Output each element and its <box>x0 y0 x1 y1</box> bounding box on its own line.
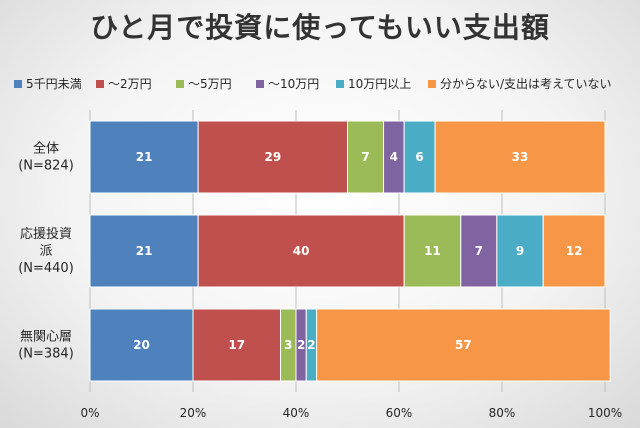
legend-label: ～10万円 <box>268 77 320 91</box>
x-axis-ticks: 0% 20% 40% 60% 80% 100% <box>80 406 622 420</box>
data-label: 2 <box>297 338 305 352</box>
x-tick-label: 40% <box>283 406 310 420</box>
data-label: 40 <box>293 244 310 258</box>
data-label: 4 <box>390 150 398 164</box>
bars <box>89 120 611 382</box>
data-label: 2 <box>307 338 315 352</box>
data-label: 21 <box>136 244 153 258</box>
bar-segment <box>197 214 405 288</box>
bar-segment <box>316 308 611 382</box>
data-label: 12 <box>566 244 583 258</box>
data-label: 7 <box>361 150 369 164</box>
category-labels: 全体(N=824) 応援投資派(N=440) 無関心層(N=384) <box>18 141 74 362</box>
bar-segment <box>460 214 498 288</box>
bar-segment <box>89 308 194 382</box>
data-label: 9 <box>516 244 524 258</box>
category-label: 応援投資派(N=440) <box>18 226 74 276</box>
legend-label: 10万円以上 <box>348 77 412 91</box>
data-label: 33 <box>512 150 529 164</box>
data-label: 3 <box>284 338 292 352</box>
x-tick-label: 60% <box>386 406 413 420</box>
legend-swatch <box>336 79 344 88</box>
legend-swatch <box>176 79 184 88</box>
bar-segment <box>434 120 606 194</box>
bar-segment <box>542 214 606 288</box>
category-label: 全体(N=824) <box>18 141 74 174</box>
data-label: 21 <box>136 150 153 164</box>
legend-item: ～10万円 <box>256 76 319 92</box>
legend-label: ～2万円 <box>108 77 152 91</box>
legend-label: ～5万円 <box>188 77 232 91</box>
data-label: 11 <box>424 244 441 258</box>
data-label: 7 <box>475 244 483 258</box>
legend-item: 10万円以上 <box>336 76 411 92</box>
bar-segment <box>347 120 385 194</box>
data-label: 6 <box>415 150 423 164</box>
legend-item: 5千円未満 <box>14 76 82 92</box>
legend-item: ～5万円 <box>176 76 232 92</box>
legend-item: 分からない/支出は考えていない <box>428 76 611 92</box>
legend-swatch <box>428 79 436 88</box>
legend-item: ～2万円 <box>96 76 152 92</box>
bar-segment <box>192 308 282 382</box>
data-label: 57 <box>455 338 472 352</box>
legend-label: 5千円未満 <box>26 77 82 91</box>
bar-segment <box>403 120 436 194</box>
legend-swatch <box>96 79 104 88</box>
bar-segment <box>403 214 462 288</box>
data-label: 17 <box>228 338 245 352</box>
bar-segment <box>496 214 544 288</box>
x-tick-label: 0% <box>80 406 99 420</box>
legend-swatch <box>14 79 22 88</box>
bar-segment <box>89 214 199 288</box>
legend: 5千円未満 ～2万円 ～5万円 ～10万円 10万円以上 分からない/支出は考えていない <box>14 76 634 92</box>
x-tick-label: 80% <box>489 406 516 420</box>
category-label: 無関心層(N=384) <box>18 330 74 362</box>
data-label: 20 <box>133 338 150 352</box>
data-label: 29 <box>264 150 281 164</box>
legend-label: 分からない/支出は考えていない <box>440 77 612 91</box>
chart-title: ひと月で投資に使ってもいい支出額 <box>90 11 550 44</box>
legend-swatch <box>256 79 264 88</box>
x-tick-label: 20% <box>180 406 207 420</box>
x-tick-label: 100% <box>588 406 622 420</box>
